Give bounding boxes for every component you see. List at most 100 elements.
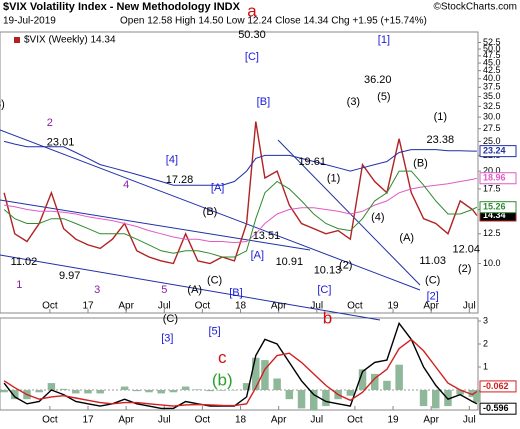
indicator-panel <box>0 317 479 411</box>
legend-label: $VIX (Weekly) 14.34 <box>24 35 116 46</box>
trendline <box>0 199 311 251</box>
annotation: 11.02 <box>11 256 38 268</box>
series-line <box>4 177 478 244</box>
histogram-bar <box>194 389 202 390</box>
x-tick-label: Jul <box>158 301 171 312</box>
histogram-bar <box>84 389 92 394</box>
annotation: 1 <box>16 279 22 291</box>
last-value-label: 15.26 <box>483 202 506 212</box>
x-tick-label: Jul <box>310 415 323 426</box>
annotation: [5] <box>208 326 220 338</box>
annotation: [A] <box>211 182 224 194</box>
histogram-bar <box>181 386 190 390</box>
y-tick-label: 50.0 <box>483 43 501 53</box>
histogram-bar <box>432 389 440 409</box>
annotation: 2 <box>47 117 53 129</box>
y-tick-label: 32.5 <box>483 101 501 111</box>
x-tick-label: 18 <box>235 301 247 312</box>
annotation: (1) <box>434 111 447 123</box>
x-tick-label: Oct <box>42 415 58 426</box>
histogram-bar <box>309 389 318 411</box>
histogram-bar <box>72 389 80 394</box>
chart-title: $VIX Volatility Index - New Methodology … <box>3 1 241 13</box>
last-value-label: 18.96 <box>483 173 506 183</box>
x-tick-label: 17 <box>82 301 94 312</box>
annotation: 36.20 <box>364 74 392 86</box>
series-line <box>3 140 477 186</box>
x-tick-label: Oct <box>347 301 363 312</box>
histogram-bar <box>96 389 104 394</box>
y-tick-label: 25.0 <box>483 136 501 146</box>
x-tick-label: 19 <box>387 415 399 426</box>
trendline <box>277 139 421 286</box>
trendline <box>0 129 421 291</box>
annotation: 3 <box>94 284 100 296</box>
series-line <box>3 170 478 258</box>
series-line <box>3 338 478 407</box>
histogram-bar <box>206 389 214 392</box>
annotation: 4 <box>123 179 129 191</box>
histogram-bar <box>145 389 153 393</box>
histogram-bar <box>252 357 260 390</box>
y-tick-label: 45.0 <box>483 57 501 67</box>
histogram-bar <box>297 389 306 409</box>
x-tick-label: Jul <box>463 415 476 426</box>
last-value-box <box>479 172 517 185</box>
histogram-bar <box>346 389 355 396</box>
y-tick-label: 10.0 <box>483 258 501 268</box>
y-tick-label: 42.5 <box>483 65 501 75</box>
last-value-box <box>479 402 517 415</box>
histogram-bar <box>285 389 294 400</box>
series-line <box>3 121 478 265</box>
annotation: 10.91 <box>276 256 304 268</box>
annotation: c <box>218 348 227 367</box>
annotation: (3) <box>347 96 360 108</box>
annotation: (A) <box>187 284 202 296</box>
annotation: [B] <box>257 96 270 108</box>
y-tick-label: 3 <box>483 315 488 325</box>
x-tick-label: Jul <box>463 301 476 312</box>
y-tick-label: 40.0 <box>483 73 501 83</box>
histogram-bar <box>47 383 56 390</box>
series-line <box>3 321 478 410</box>
last-value-box <box>479 145 517 158</box>
annotation: [3] <box>161 332 173 344</box>
histogram-bar <box>120 386 129 390</box>
annotation: [C] <box>245 51 259 63</box>
annotation: [B] <box>229 287 242 299</box>
annotation: [2] <box>427 291 439 303</box>
y-tick-label: 37.5 <box>483 82 501 92</box>
x-tick-label: Jul <box>158 415 171 426</box>
annotation: a <box>247 1 257 20</box>
histogram-bar <box>383 380 391 390</box>
annotation: [1] <box>378 34 390 46</box>
annotation: (2) <box>458 263 471 275</box>
y-tick-label: 30.0 <box>483 111 501 121</box>
x-tick-label: Apr <box>423 415 439 426</box>
histogram-bar <box>358 369 367 390</box>
annotation: (B) <box>413 157 428 169</box>
y-tick-label: 47.5 <box>483 50 501 60</box>
annotation: [C] <box>317 284 331 296</box>
quote: Open 12.58 High 14.50 Low 12.24 Close 14… <box>120 16 427 27</box>
histogram-bar <box>261 360 269 390</box>
x-tick-label: Oct <box>42 301 58 312</box>
annotation: (C) <box>207 274 222 286</box>
last-value-box <box>479 380 517 393</box>
histogram-bar <box>11 389 19 400</box>
y-tick-label: 27.5 <box>483 123 501 133</box>
y-tick-label: 20.0 <box>483 166 501 176</box>
histogram-bar <box>157 389 165 394</box>
x-tick-label: Oct <box>195 301 211 312</box>
annotation: 12.04 <box>452 244 480 256</box>
last-value-box <box>479 201 517 214</box>
annotation: 5 <box>161 284 167 296</box>
histogram-bar <box>456 389 464 395</box>
histogram-bar <box>473 389 481 403</box>
last-value-label: 14.34 <box>483 210 506 220</box>
histogram-bar <box>133 389 141 392</box>
annotation: (b) <box>212 370 233 389</box>
histogram-bar <box>59 388 68 390</box>
